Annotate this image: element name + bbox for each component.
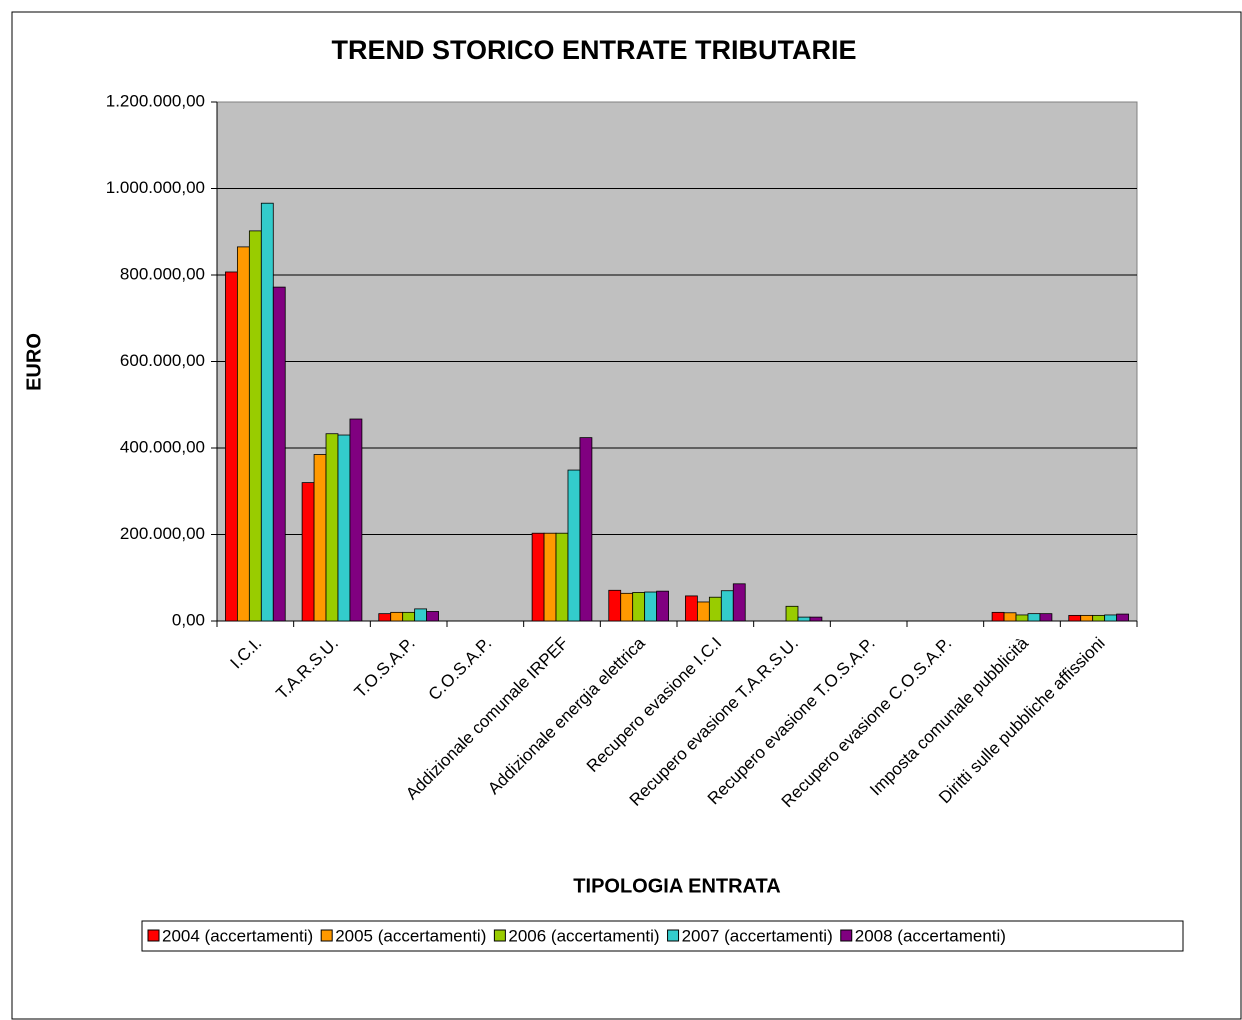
bar <box>402 611 416 622</box>
legend-label: 2004 (accertamenti) <box>162 926 313 945</box>
bar <box>414 608 428 622</box>
bar <box>620 592 634 622</box>
bar <box>991 611 1005 622</box>
y-tick-label: 200.000,00 <box>120 524 205 543</box>
bar <box>260 202 274 622</box>
bar <box>1003 612 1017 622</box>
legend-swatch <box>840 929 853 942</box>
bar <box>1039 613 1053 622</box>
bar <box>236 246 250 622</box>
bar <box>531 532 545 622</box>
bar <box>644 591 658 622</box>
bar <box>378 613 392 622</box>
legend-swatch <box>493 929 506 942</box>
bar <box>685 595 698 622</box>
bar <box>656 590 669 622</box>
legend-swatch <box>667 929 680 942</box>
y-tick-label: 0,00 <box>172 610 205 629</box>
bar <box>313 454 327 622</box>
bar <box>426 611 439 622</box>
y-tick-label: 800.000,00 <box>120 264 205 283</box>
y-tick-label: 600.000,00 <box>120 351 205 370</box>
legend-swatch <box>147 929 160 942</box>
bar <box>301 482 315 622</box>
legend-box <box>141 920 1184 952</box>
legend-label: 2007 (accertamenti) <box>682 926 833 945</box>
bar <box>225 271 238 622</box>
bar <box>325 433 339 622</box>
bar <box>248 230 262 622</box>
bar <box>785 605 799 622</box>
bar <box>809 616 823 622</box>
bar <box>567 469 581 622</box>
legend-label: 2008 (accertamenti) <box>855 926 1006 945</box>
bar <box>1104 614 1118 622</box>
bar <box>1116 613 1129 622</box>
bar <box>349 418 363 622</box>
bar <box>1015 614 1029 622</box>
y-tick-label: 1.000.000,00 <box>106 178 205 197</box>
bar <box>708 596 722 622</box>
legend-label: 2006 (accertamenti) <box>508 926 659 945</box>
bar <box>632 592 646 622</box>
bar <box>390 611 404 622</box>
bar <box>555 532 569 622</box>
bar <box>543 532 557 622</box>
y-tick-label: 1.200.000,00 <box>106 91 205 110</box>
legend-swatch <box>320 929 333 942</box>
bar <box>1080 614 1094 622</box>
bar <box>337 434 351 622</box>
bar <box>732 583 746 622</box>
bar <box>797 616 811 622</box>
bar <box>1068 614 1082 622</box>
bar <box>608 589 622 622</box>
y-axis-title: EURO <box>23 333 45 391</box>
legend-label: 2005 (accertamenti) <box>335 926 486 945</box>
bar <box>720 590 734 622</box>
bar <box>272 286 286 622</box>
bar <box>1092 614 1106 622</box>
bar <box>696 601 710 622</box>
bar <box>1027 613 1041 622</box>
x-axis-title: TIPOLOGIA ENTRATA <box>573 875 780 897</box>
bar <box>579 437 593 622</box>
y-tick-label: 400.000,00 <box>120 437 205 456</box>
chart-title: TREND STORICO ENTRATE TRIBUTARIE <box>332 35 857 65</box>
